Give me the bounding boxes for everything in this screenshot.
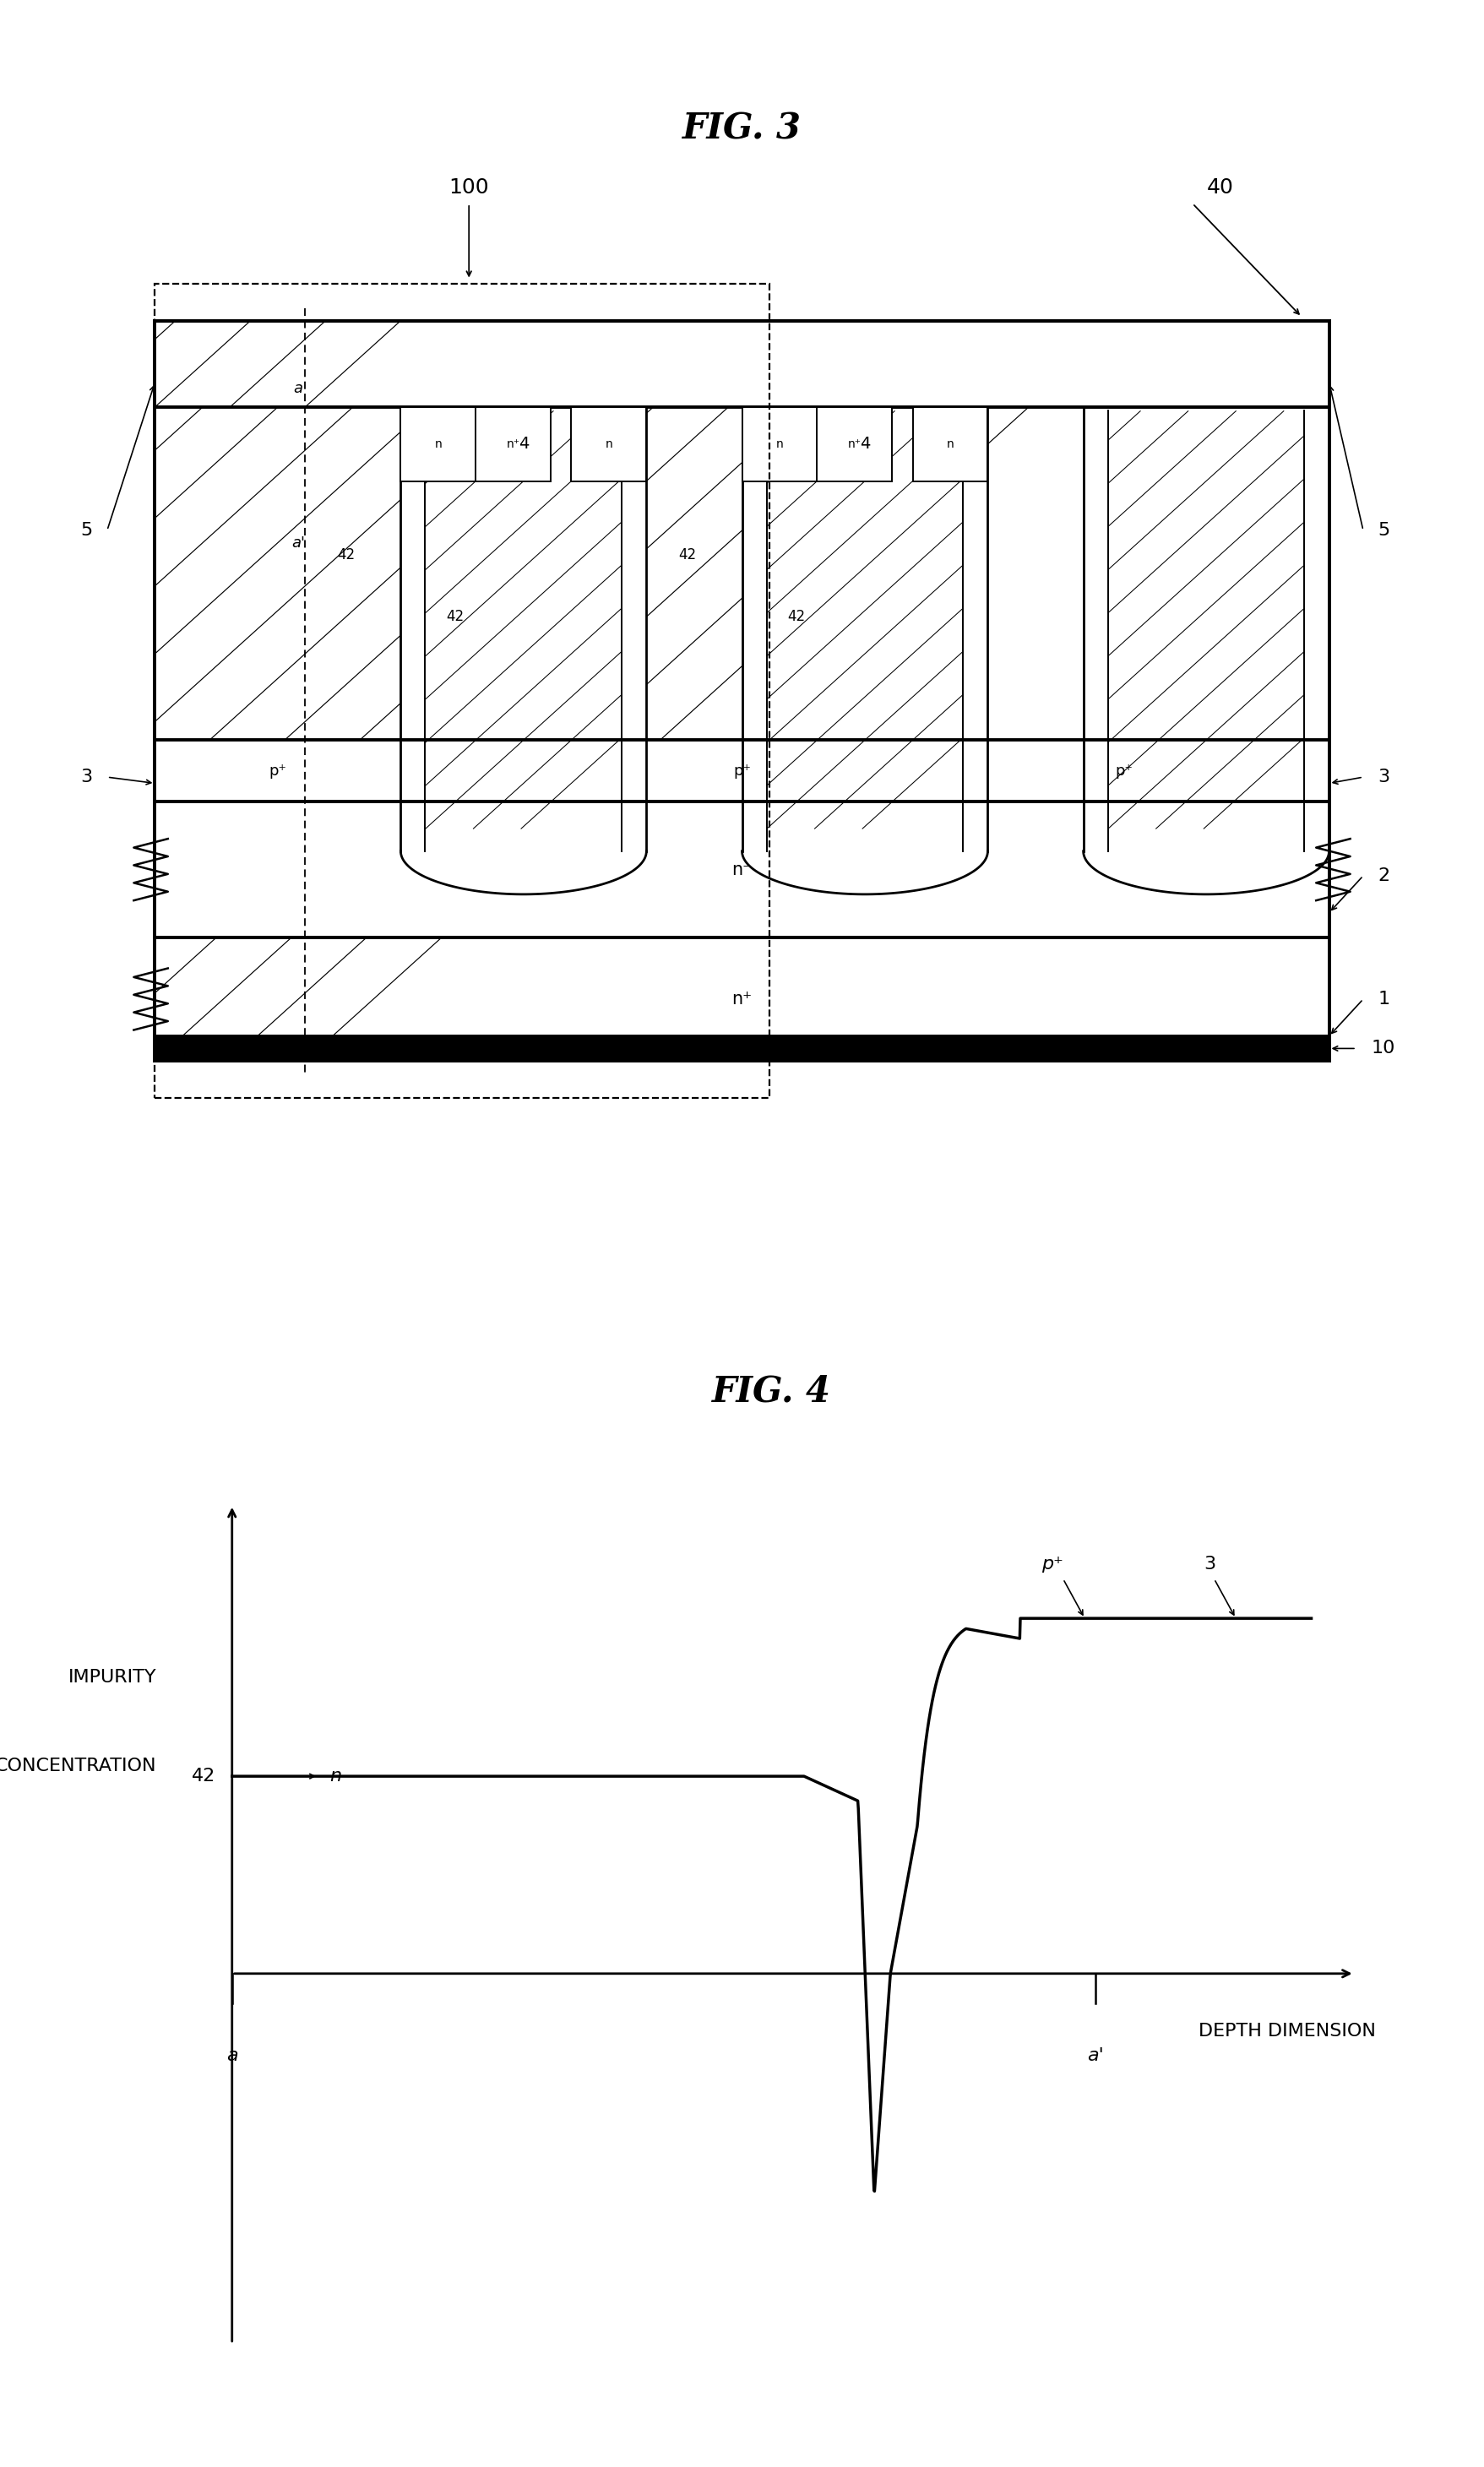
Text: n: n <box>947 439 954 449</box>
Bar <box>154 1036 1330 1061</box>
Text: p⁺: p⁺ <box>1116 762 1134 780</box>
Bar <box>154 740 1330 802</box>
Text: DEPTH DIMENSION: DEPTH DIMENSION <box>1199 2023 1376 2040</box>
Text: 5: 5 <box>1377 523 1389 538</box>
Text: a: a <box>226 2048 237 2065</box>
Bar <box>742 407 988 851</box>
Bar <box>913 407 988 481</box>
Bar <box>1083 407 1330 851</box>
Text: 4: 4 <box>518 437 528 451</box>
Bar <box>818 407 892 481</box>
Text: 42: 42 <box>337 548 355 562</box>
Text: 3: 3 <box>80 770 92 785</box>
Text: n⁻: n⁻ <box>732 861 752 878</box>
Text: p⁺: p⁺ <box>269 762 286 780</box>
Bar <box>401 407 647 851</box>
Bar <box>154 321 1330 1061</box>
Text: 42: 42 <box>447 609 464 624</box>
Text: n: n <box>605 439 613 449</box>
Bar <box>571 407 647 481</box>
Text: n⁺: n⁺ <box>506 439 519 449</box>
Text: p⁺: p⁺ <box>1042 1557 1064 1571</box>
Bar <box>742 407 818 481</box>
Text: 40: 40 <box>1206 178 1233 197</box>
Text: IMPURITY: IMPURITY <box>68 1670 156 1685</box>
Text: 42: 42 <box>191 1769 215 1784</box>
Text: n: n <box>329 1769 341 1784</box>
Text: FIG. 3: FIG. 3 <box>683 111 801 146</box>
Text: 100: 100 <box>448 178 490 197</box>
Polygon shape <box>401 851 647 893</box>
Text: 5: 5 <box>80 523 92 538</box>
Text: CONCENTRATION: CONCENTRATION <box>0 1759 156 1774</box>
Text: 3: 3 <box>1377 770 1389 785</box>
Text: p⁺: p⁺ <box>733 762 751 780</box>
Bar <box>154 937 1330 1061</box>
Text: n: n <box>776 439 784 449</box>
Text: n⁺: n⁺ <box>847 439 861 449</box>
Bar <box>154 802 1330 937</box>
Bar <box>401 407 476 481</box>
Text: 42: 42 <box>788 609 806 624</box>
Text: 1: 1 <box>1377 992 1389 1007</box>
Text: 10: 10 <box>1371 1041 1395 1056</box>
Text: a': a' <box>291 535 306 550</box>
Polygon shape <box>1083 851 1330 893</box>
Text: 4: 4 <box>859 437 870 451</box>
Text: FIG. 4: FIG. 4 <box>712 1374 831 1409</box>
Bar <box>476 407 551 481</box>
Text: n: n <box>435 439 442 449</box>
Text: a: a <box>294 380 303 397</box>
Text: 2: 2 <box>1377 868 1389 883</box>
Bar <box>154 321 1330 407</box>
Polygon shape <box>742 851 988 893</box>
Text: 42: 42 <box>678 548 696 562</box>
Bar <box>154 284 769 1098</box>
Text: n⁺: n⁺ <box>732 992 752 1007</box>
Text: a': a' <box>1088 2048 1104 2065</box>
Text: 3: 3 <box>1204 1557 1215 1571</box>
